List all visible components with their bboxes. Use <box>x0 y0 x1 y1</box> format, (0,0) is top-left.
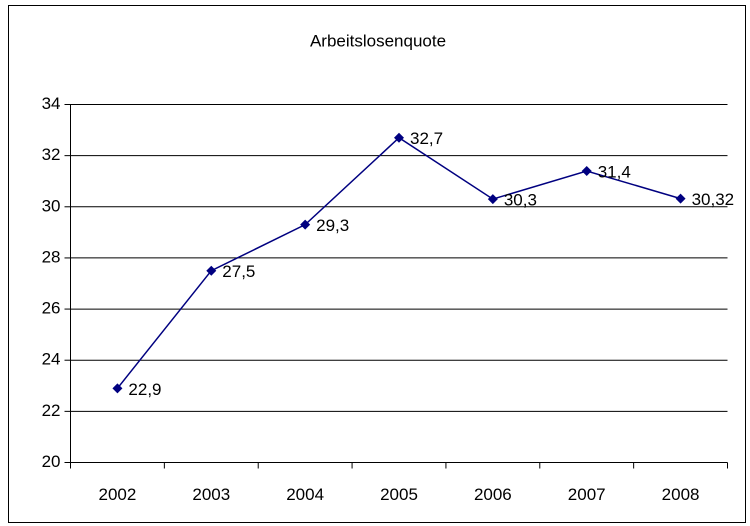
x-tick-label: 2003 <box>192 485 230 504</box>
data-label: 32,7 <box>410 129 443 148</box>
data-label: 30,3 <box>504 191 537 210</box>
data-label: 30,32 <box>692 190 735 209</box>
data-point <box>206 265 217 276</box>
data-point <box>394 132 404 143</box>
y-tick-label: 28 <box>42 247 61 266</box>
y-tick-label: 32 <box>42 145 61 164</box>
y-tick-label: 30 <box>42 196 61 215</box>
x-tick-label: 2004 <box>286 485 324 504</box>
x-tick-label: 2002 <box>99 485 137 504</box>
data-label: 29,3 <box>316 216 349 235</box>
data-label: 22,9 <box>128 380 161 399</box>
data-label: 27,5 <box>222 262 255 281</box>
x-tick-label: 2008 <box>662 485 700 504</box>
chart-title: Arbeitslosenquote <box>310 31 446 50</box>
y-tick-label: 24 <box>42 350 61 369</box>
x-tick-label: 2005 <box>380 485 418 504</box>
y-tick-label: 34 <box>42 94 61 113</box>
data-point <box>487 194 498 205</box>
data-point <box>112 383 123 394</box>
x-tick-label: 2006 <box>474 485 512 504</box>
y-tick-label: 26 <box>42 299 61 318</box>
x-tick-label: 2007 <box>568 485 606 504</box>
data-point <box>300 219 311 230</box>
chart-border <box>8 5 746 523</box>
data-point <box>675 193 686 204</box>
data-label: 31,4 <box>598 162 631 181</box>
data-point <box>581 165 592 176</box>
y-tick-label: 20 <box>42 452 61 471</box>
y-tick-label: 22 <box>42 401 61 420</box>
